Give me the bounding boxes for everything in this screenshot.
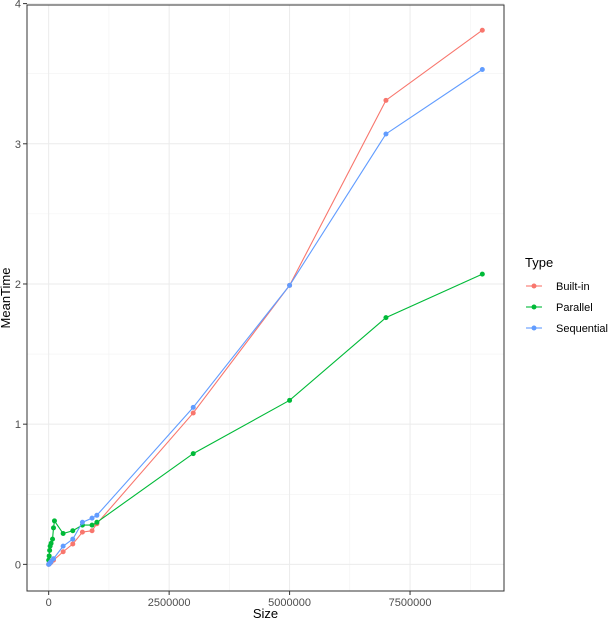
data-point-sequential bbox=[70, 536, 76, 542]
data-point-sequential bbox=[89, 515, 95, 521]
data-point-parallel bbox=[479, 271, 485, 277]
legend-label: Parallel bbox=[556, 302, 593, 314]
y-axis-title: MeanTime bbox=[0, 268, 13, 329]
data-point-parallel bbox=[383, 315, 389, 321]
data-point-built-in bbox=[89, 528, 95, 534]
data-point-built-in bbox=[190, 410, 196, 416]
data-point-sequential bbox=[51, 556, 56, 562]
legend-title: Type bbox=[525, 255, 553, 270]
data-point-built-in bbox=[60, 549, 66, 555]
grid-minor bbox=[27, 5, 504, 591]
data-point-parallel bbox=[89, 522, 95, 528]
legend-key-point bbox=[531, 325, 537, 331]
x-tick-label: 5000000 bbox=[268, 597, 311, 609]
legend-key-point bbox=[531, 304, 537, 310]
plot-panel bbox=[27, 5, 504, 591]
data-point-built-in bbox=[79, 529, 85, 535]
legend-key-point bbox=[531, 283, 537, 289]
data-point-sequential bbox=[190, 404, 196, 410]
data-point-parallel bbox=[46, 553, 52, 559]
y-axis: 0 1 2 3 4 bbox=[15, 0, 27, 571]
data-point-parallel bbox=[94, 519, 100, 525]
x-axis: 0 2500000 5000000 7500000 bbox=[46, 591, 432, 609]
x-tick-label: 7500000 bbox=[389, 597, 432, 609]
legend-item-parallel: Parallel bbox=[526, 302, 593, 314]
y-tick-label: 0 bbox=[15, 559, 21, 571]
data-point-sequential bbox=[79, 519, 85, 525]
legend-label: Built-in bbox=[556, 281, 590, 293]
data-point-parallel bbox=[51, 525, 56, 531]
data-point-parallel bbox=[287, 397, 293, 403]
data-point-built-in bbox=[70, 541, 76, 547]
data-point-parallel bbox=[47, 547, 53, 553]
data-point-sequential bbox=[383, 131, 389, 137]
data-point-parallel bbox=[60, 531, 66, 537]
y-tick-label: 3 bbox=[15, 139, 21, 151]
data-point-sequential bbox=[60, 543, 66, 549]
data-point-parallel bbox=[190, 451, 196, 457]
grid-major bbox=[27, 3, 504, 591]
legend: Type Built-in Parallel Sequential bbox=[525, 255, 608, 335]
data-point-parallel bbox=[48, 540, 54, 546]
data-point-sequential bbox=[94, 512, 100, 518]
legend-item-built-in: Built-in bbox=[526, 281, 590, 293]
series-sequential bbox=[46, 66, 485, 567]
series-layer bbox=[46, 27, 485, 567]
y-tick-label: 4 bbox=[15, 0, 21, 11]
x-tick-label: 2500000 bbox=[148, 597, 191, 609]
x-axis-title: Size bbox=[253, 606, 278, 620]
legend-item-sequential: Sequential bbox=[526, 323, 608, 335]
y-tick-label: 2 bbox=[15, 279, 21, 291]
legend-label: Sequential bbox=[556, 323, 608, 335]
data-point-built-in bbox=[383, 97, 389, 103]
data-point-parallel bbox=[50, 536, 56, 542]
data-point-built-in bbox=[479, 27, 485, 33]
data-point-sequential bbox=[287, 282, 293, 288]
x-tick-label: 0 bbox=[46, 597, 52, 609]
y-tick-label: 1 bbox=[15, 419, 21, 431]
data-point-parallel bbox=[51, 518, 57, 524]
series-parallel bbox=[46, 271, 485, 563]
data-point-sequential bbox=[479, 66, 485, 72]
plot-border bbox=[26, 4, 505, 592]
data-point-parallel bbox=[70, 528, 76, 534]
